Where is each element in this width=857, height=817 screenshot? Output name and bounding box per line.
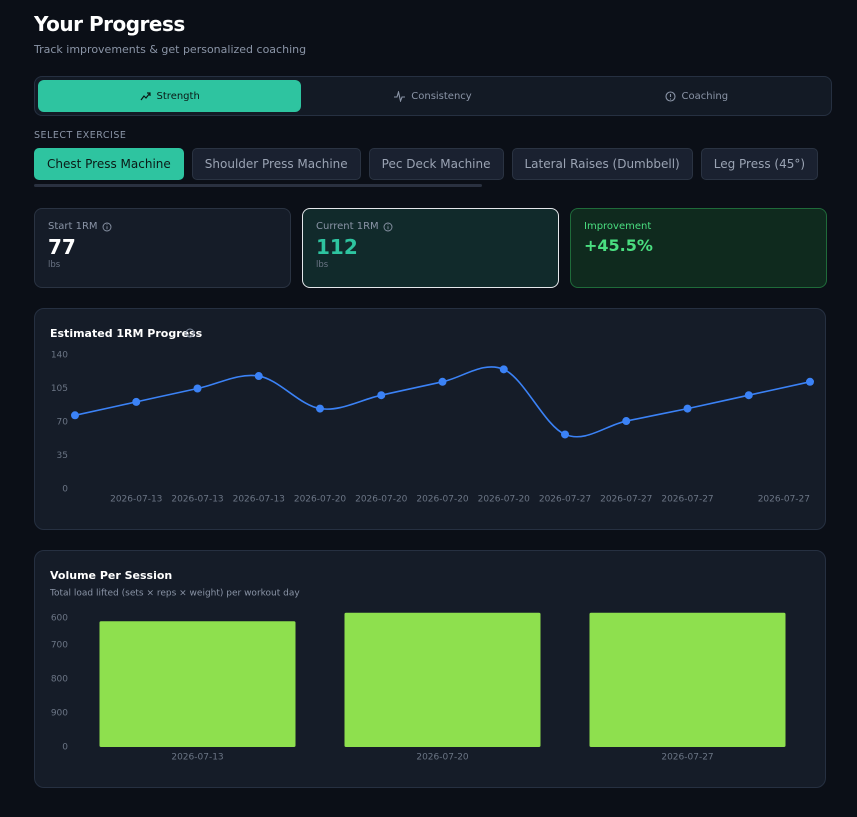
y-tick-label: 900 xyxy=(51,709,68,719)
bar xyxy=(589,612,786,747)
icon xyxy=(394,90,406,102)
x-tick-label: 2026-07-20 xyxy=(294,495,347,505)
info-icon xyxy=(185,328,195,338)
chart-subtitle: Total load lifted (sets × reps × weight)… xyxy=(49,589,300,599)
section-label: SELECT EXERCISE xyxy=(34,130,127,141)
stat-card: Improvement +45.5% xyxy=(570,208,827,288)
x-tick-label: 2026-07-20 xyxy=(355,495,408,505)
exercise-chip[interactable]: Pec Deck Machine xyxy=(368,148,504,180)
page-title: Your Progress xyxy=(34,12,185,36)
scrollbar xyxy=(34,184,482,187)
x-tick-label: 2026-07-13 xyxy=(233,495,285,505)
point xyxy=(377,391,386,400)
bar-chart: Volume Per Session Total load lifted (se… xyxy=(49,569,786,763)
info-icon xyxy=(383,222,393,231)
y-tick-label: 0 xyxy=(62,485,68,495)
y-tick-label: 0 xyxy=(62,743,68,753)
stat-value: 112 xyxy=(316,235,358,259)
y-tick-label: 70 xyxy=(57,418,69,428)
tab[interactable]: Consistency xyxy=(301,80,564,112)
tab-bar: Strength Consistency Coaching xyxy=(34,76,832,116)
x-tick-label: 2026-07-13 xyxy=(110,495,162,505)
x-tick-label: 2026-07-13 xyxy=(171,753,223,763)
stat-label: Start 1RM xyxy=(48,221,98,232)
chart-card: Volume Per Session Total load lifted (se… xyxy=(34,550,826,788)
point xyxy=(254,372,263,381)
x-tick-label: 2026-07-13 xyxy=(171,495,223,505)
stat-card: Current 1RM 112 lbs xyxy=(302,208,559,288)
point xyxy=(132,397,141,406)
x-tick-label: 2026-07-20 xyxy=(416,495,469,505)
x-tick-label: 2026-07-27 xyxy=(661,753,713,763)
tab-label: Coaching xyxy=(681,90,729,102)
y-tick-label: 105 xyxy=(51,384,68,394)
tab-label: Strength xyxy=(156,90,200,102)
y-tick-label: 800 xyxy=(51,675,68,685)
tab-label: Consistency xyxy=(411,90,472,102)
tab[interactable]: Coaching xyxy=(565,80,828,112)
stat-value: 77 xyxy=(48,235,76,259)
x-tick-label: 2026-07-27 xyxy=(758,495,810,505)
point xyxy=(193,384,202,393)
stat-label: Improvement xyxy=(584,221,652,232)
line-chart: Estimated 1RM Progress 0 35 70 105 140 2026-0… xyxy=(50,327,814,505)
bar xyxy=(99,621,296,747)
stat-unit: lbs xyxy=(48,260,61,270)
x-tick-label: 2026-07-27 xyxy=(600,495,652,505)
x-tick-label: 2026-07-20 xyxy=(416,753,469,763)
point xyxy=(561,430,569,439)
icon xyxy=(140,91,151,100)
stat-card: Start 1RM 77 lbs xyxy=(34,208,291,288)
page-subtitle: Track improvements & get personalized co… xyxy=(34,43,307,56)
x-tick-label: 2026-07-20 xyxy=(478,495,531,505)
x-tick-label: 2026-07-27 xyxy=(661,495,713,505)
point xyxy=(683,404,692,413)
icon xyxy=(664,90,676,102)
exercise-chips: Chest Press Machine Shoulder Press Machin… xyxy=(34,148,826,180)
exercise-chip[interactable]: Leg Press (45°) xyxy=(700,148,819,180)
info-icon xyxy=(102,222,111,231)
point xyxy=(499,365,508,374)
stat-label: Current 1RM xyxy=(316,221,379,232)
stat-unit: lbs xyxy=(316,260,329,270)
tab[interactable]: Strength xyxy=(38,80,302,112)
point xyxy=(622,417,631,426)
exercise-chip[interactable]: Lateral Raises (Dumbbell) xyxy=(511,148,693,180)
chart-title: Estimated 1RM Progress xyxy=(50,327,203,340)
line xyxy=(74,366,811,438)
bar xyxy=(344,612,541,747)
point xyxy=(71,411,79,420)
chart-card: Estimated 1RM Progress 0 35 70 105 140 2026-0… xyxy=(34,308,826,530)
exercise-chip[interactable]: Shoulder Press Machine xyxy=(191,148,361,180)
exercise-chip[interactable]: Chest Press Machine xyxy=(34,148,184,180)
point xyxy=(806,377,814,386)
y-tick-label: 35 xyxy=(57,451,68,461)
y-tick-label: 700 xyxy=(51,641,68,651)
y-tick-label: 600 xyxy=(51,613,68,623)
point xyxy=(438,377,447,386)
point xyxy=(316,404,324,413)
y-tick-label: 140 xyxy=(51,351,68,361)
chart-title: Volume Per Session xyxy=(50,569,172,582)
point xyxy=(744,391,753,400)
stat-value: +45.5% xyxy=(584,236,653,255)
x-tick-label: 2026-07-27 xyxy=(539,495,591,505)
